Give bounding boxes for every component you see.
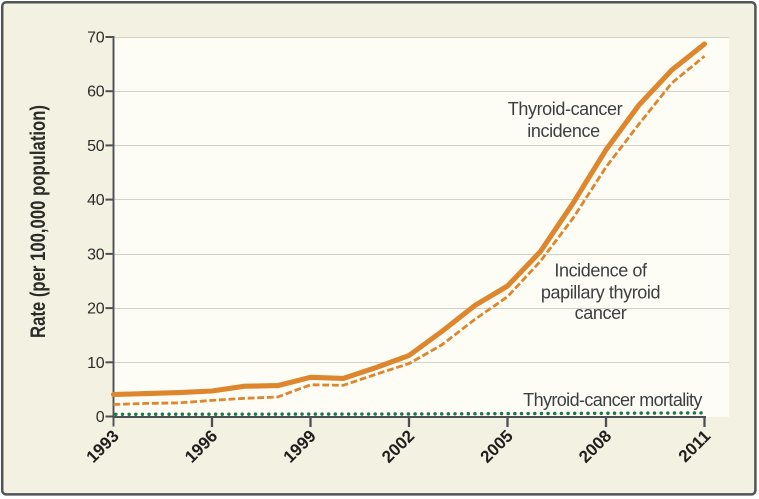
svg-text:0: 0 <box>96 409 105 426</box>
svg-text:20: 20 <box>87 301 105 318</box>
svg-text:50: 50 <box>87 138 105 155</box>
svg-text:incidence: incidence <box>527 121 600 141</box>
svg-text:70: 70 <box>87 30 105 47</box>
svg-text:40: 40 <box>87 192 105 209</box>
svg-text:60: 60 <box>87 84 105 101</box>
svg-text:Incidence of: Incidence of <box>554 261 648 281</box>
svg-text:10: 10 <box>87 355 105 372</box>
svg-text:Thyroid-cancer: Thyroid-cancer <box>508 99 623 119</box>
svg-text:papillary thyroid: papillary thyroid <box>541 283 660 303</box>
svg-text:cancer: cancer <box>575 303 627 323</box>
svg-text:Rate (per 100,000 population): Rate (per 100,000 population) <box>27 105 50 338</box>
svg-text:30: 30 <box>87 246 105 263</box>
svg-text:Thyroid-cancer mortality: Thyroid-cancer mortality <box>523 390 702 410</box>
